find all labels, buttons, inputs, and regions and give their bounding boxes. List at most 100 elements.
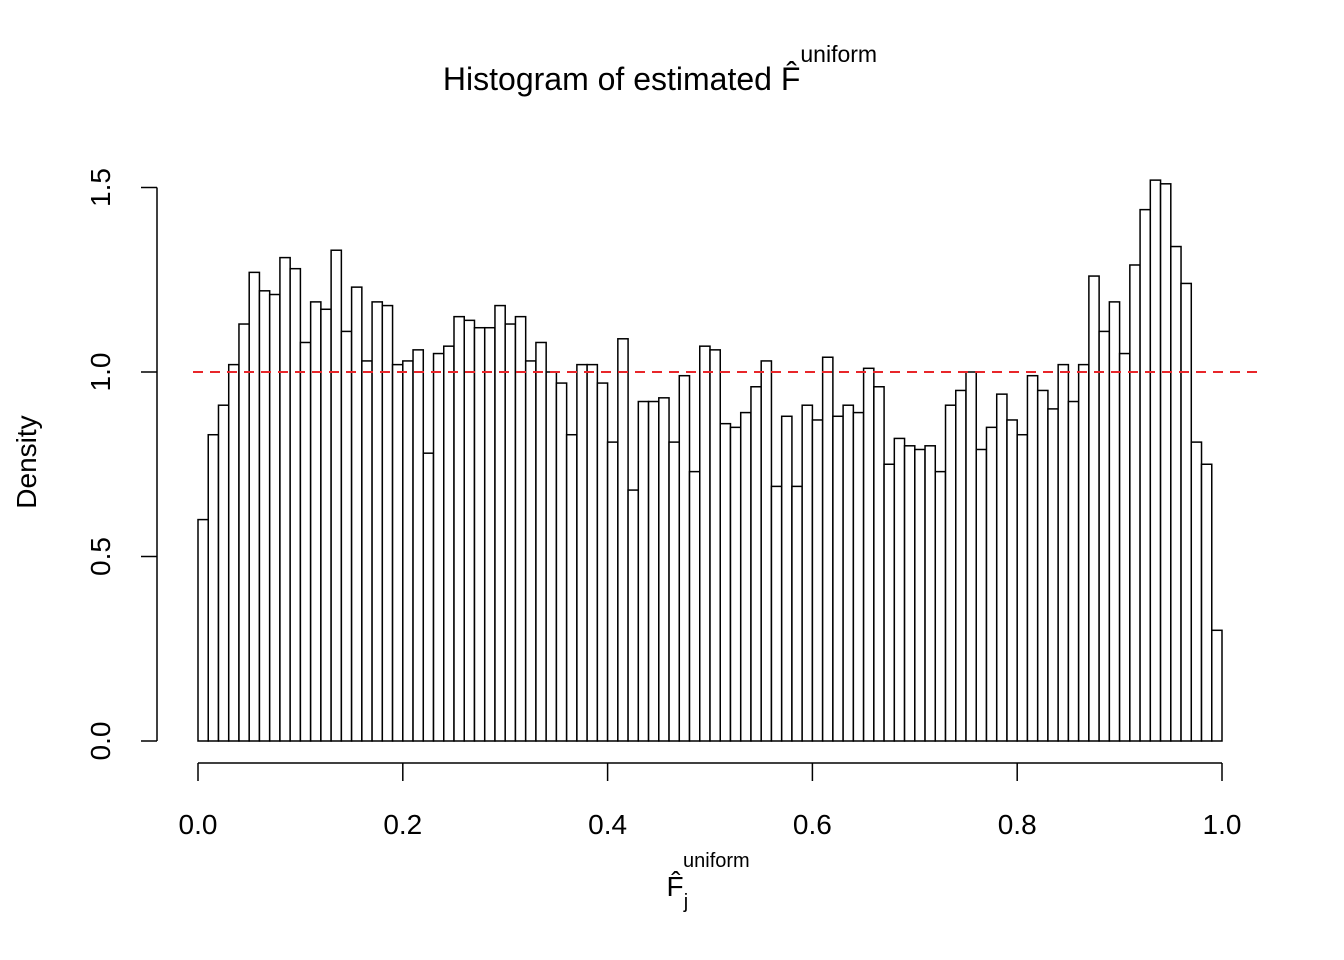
bar bbox=[1129, 264, 1141, 742]
title-text: Histogram of estimated bbox=[443, 61, 772, 97]
y-tick-label: 0.0 bbox=[85, 722, 116, 761]
bar bbox=[658, 397, 670, 742]
bar bbox=[545, 371, 558, 742]
bar bbox=[801, 404, 814, 742]
bar bbox=[320, 308, 332, 742]
bar bbox=[1016, 433, 1029, 742]
bar bbox=[1026, 374, 1039, 742]
bar bbox=[842, 404, 855, 742]
bar bbox=[381, 304, 394, 742]
x-tick-label: 1.0 bbox=[1203, 809, 1242, 840]
bar bbox=[279, 256, 291, 742]
bar bbox=[668, 441, 681, 742]
x-label-symbol: F̂ bbox=[666, 871, 683, 902]
bar bbox=[309, 301, 322, 742]
bar bbox=[719, 422, 732, 742]
bar bbox=[1088, 275, 1100, 742]
bar bbox=[1006, 419, 1018, 742]
bar bbox=[391, 363, 404, 742]
bar bbox=[862, 367, 875, 742]
bar bbox=[535, 341, 547, 742]
bar bbox=[832, 415, 844, 742]
bar bbox=[1159, 183, 1172, 742]
bar bbox=[340, 330, 353, 742]
bar bbox=[217, 404, 230, 742]
bar bbox=[750, 386, 762, 742]
bar bbox=[1098, 330, 1111, 742]
bar bbox=[1200, 463, 1213, 742]
bar bbox=[1139, 208, 1152, 742]
title-symbol: F̂ bbox=[781, 61, 801, 97]
bar bbox=[268, 293, 281, 742]
bar bbox=[463, 319, 476, 742]
x-tick-label: 0.8 bbox=[998, 809, 1037, 840]
x-label-superscript: uniform bbox=[683, 850, 750, 872]
bar bbox=[1180, 282, 1193, 742]
bar bbox=[647, 400, 660, 742]
bar bbox=[1077, 363, 1090, 742]
bar bbox=[627, 489, 640, 742]
bar bbox=[238, 323, 250, 742]
y-tick-label: 0.5 bbox=[85, 537, 116, 576]
bar bbox=[596, 382, 609, 742]
bar bbox=[299, 341, 312, 742]
x-tick-label: 0.0 bbox=[179, 809, 218, 840]
bar bbox=[903, 445, 916, 742]
bar bbox=[975, 448, 988, 742]
bar bbox=[688, 470, 701, 742]
bar bbox=[361, 360, 373, 742]
bar bbox=[258, 290, 271, 742]
bar bbox=[1190, 441, 1203, 742]
bar bbox=[770, 485, 783, 742]
bar bbox=[678, 374, 691, 742]
bar bbox=[371, 301, 384, 742]
bar bbox=[821, 356, 834, 742]
bar bbox=[227, 363, 240, 742]
bar bbox=[955, 389, 967, 742]
bar bbox=[934, 470, 947, 742]
bar bbox=[514, 315, 527, 742]
bar bbox=[985, 426, 998, 742]
bar bbox=[473, 326, 486, 742]
bar bbox=[893, 437, 906, 742]
bar bbox=[197, 518, 209, 742]
bar bbox=[248, 271, 261, 742]
bar bbox=[965, 371, 977, 742]
bar bbox=[289, 267, 302, 742]
bar bbox=[565, 433, 578, 742]
bar bbox=[873, 386, 885, 742]
bar bbox=[1036, 389, 1049, 742]
bar bbox=[207, 433, 220, 742]
x-tick-label: 0.2 bbox=[383, 809, 422, 840]
bar bbox=[914, 448, 926, 742]
bar bbox=[852, 411, 865, 742]
bar bbox=[780, 415, 793, 742]
bar bbox=[504, 323, 517, 742]
x-tick-label: 0.4 bbox=[588, 809, 627, 840]
bar bbox=[524, 360, 537, 742]
bar bbox=[811, 419, 824, 742]
bar bbox=[443, 345, 455, 742]
bar bbox=[494, 304, 506, 742]
bar bbox=[422, 452, 435, 742]
bar bbox=[995, 393, 1008, 742]
bar bbox=[1211, 629, 1223, 742]
bar bbox=[1170, 245, 1182, 742]
x-tick-label: 0.6 bbox=[793, 809, 832, 840]
y-label: Density bbox=[11, 415, 42, 508]
bar bbox=[350, 286, 363, 742]
bar bbox=[791, 485, 803, 742]
bar bbox=[576, 363, 588, 742]
bar bbox=[944, 404, 957, 742]
bar bbox=[760, 360, 773, 742]
bar bbox=[739, 411, 752, 742]
bar bbox=[1067, 400, 1080, 742]
bar bbox=[729, 426, 742, 742]
bar bbox=[617, 338, 629, 742]
bar bbox=[883, 463, 896, 742]
bar bbox=[709, 349, 721, 742]
bar bbox=[453, 315, 465, 742]
bar bbox=[1149, 179, 1162, 742]
bar bbox=[483, 326, 496, 742]
x-label-subscript: j bbox=[683, 891, 688, 913]
